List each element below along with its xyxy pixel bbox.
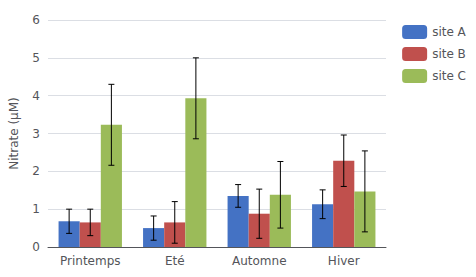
svg-text:5: 5 bbox=[32, 51, 40, 65]
svg-text:Eté: Eté bbox=[165, 254, 185, 268]
svg-text:site A: site A bbox=[432, 25, 466, 39]
svg-text:1: 1 bbox=[32, 202, 40, 216]
svg-text:site B: site B bbox=[432, 47, 466, 61]
svg-text:Automne: Automne bbox=[232, 254, 287, 268]
svg-text:Hiver: Hiver bbox=[328, 254, 360, 268]
svg-text:Printemps: Printemps bbox=[60, 254, 121, 268]
svg-text:2: 2 bbox=[32, 164, 40, 178]
svg-text:site C: site C bbox=[432, 69, 466, 83]
svg-text:6: 6 bbox=[32, 13, 40, 27]
svg-text:0: 0 bbox=[32, 240, 40, 254]
svg-text:Nitrate (µM): Nitrate (µM) bbox=[7, 97, 21, 170]
svg-text:3: 3 bbox=[32, 127, 40, 141]
svg-text:4: 4 bbox=[32, 89, 40, 103]
